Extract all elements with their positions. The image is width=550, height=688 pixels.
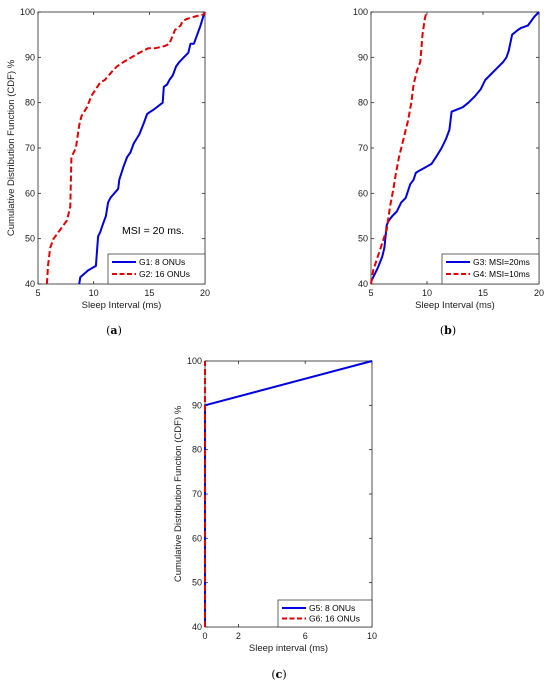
y-tick-label: 40	[358, 279, 368, 289]
x-tick-label: 5	[368, 288, 373, 298]
legend-label-1: G3: MSI=20ms	[473, 257, 530, 267]
x-tick-label: 10	[89, 288, 99, 298]
y-tick-label: 80	[192, 445, 202, 455]
y-tick-label: 100	[20, 7, 35, 17]
x-tick-label: 20	[200, 288, 210, 298]
legend: G1: 8 ONUs G2: 16 ONUs	[107, 253, 206, 285]
legend-box	[107, 253, 206, 285]
panel-caption-letter: a	[110, 324, 117, 337]
x-tick-label: 0	[202, 631, 207, 641]
legend: G3: MSI=20ms G4: MSI=10ms	[441, 253, 540, 285]
legend-box	[441, 253, 540, 285]
legend-label-2: G6: 16 ONUs	[309, 614, 360, 624]
y-tick-label: 50	[192, 578, 202, 588]
y-tick-label: 100	[353, 7, 368, 17]
chart-panel-b: 5 10 15 20 40 50 60 70 80 90 100 Sleep Interval (ms…	[353, 7, 544, 337]
x-tick-label: 10	[422, 288, 432, 298]
y-tick-label: 60	[192, 533, 202, 543]
y-tick-label: 80	[358, 98, 368, 108]
x-tick-label: 5	[35, 288, 40, 298]
chart-panel-c: 0 2 6 10 40 50 60 70 80 90 100 Sleep interval (ms) C…	[173, 356, 377, 681]
series-line-1	[204, 360, 373, 627]
panel-caption: (c)	[271, 668, 286, 681]
y-tick-label: 90	[25, 52, 35, 62]
legend-label-1: G5: 8 ONUs	[309, 603, 355, 613]
x-tick-label: 2	[236, 631, 241, 641]
series-line-1	[78, 11, 206, 285]
y-tick-label: 50	[358, 234, 368, 244]
legend-box	[277, 599, 373, 628]
y-axis-label: Cumulative Distribution Function (CDF) %	[6, 59, 17, 236]
legend-label-2: G2: 16 ONUs	[139, 269, 190, 279]
y-tick-label: 80	[25, 98, 35, 108]
y-tick-label: 70	[25, 143, 35, 153]
axes-frame	[204, 360, 373, 628]
series-line-1	[370, 11, 540, 283]
y-tick-label: 90	[192, 400, 202, 410]
legend-label-1: G1: 8 ONUs	[139, 257, 185, 267]
annotation-text: MSI = 20 ms.	[122, 225, 184, 237]
series-line-2	[45, 11, 206, 285]
y-tick-label: 40	[25, 279, 35, 289]
y-tick-label: 50	[25, 234, 35, 244]
y-tick-label: 100	[187, 356, 202, 366]
series-line-2	[370, 11, 428, 285]
panel-caption-letter: c	[276, 668, 283, 681]
panel-caption: (b)	[440, 324, 456, 337]
chart-panel-a: 5 10 15 20 40 50 60 70 80 90 100 Sleep Interval (ms…	[6, 7, 210, 337]
x-axis-label: Sleep interval (ms)	[249, 643, 328, 654]
x-tick-label: 15	[478, 288, 488, 298]
x-axis-label: Sleep Interval (ms)	[415, 300, 495, 311]
y-tick-label: 40	[192, 622, 202, 632]
y-tick-label: 70	[192, 489, 202, 499]
x-tick-label: 15	[144, 288, 154, 298]
x-tick-label: 10	[367, 631, 377, 641]
y-tick-label: 90	[358, 52, 368, 62]
panel-caption-letter: b	[444, 324, 452, 337]
x-axis-label: Sleep Interval (ms)	[82, 300, 162, 311]
legend-label-2: G4: MSI=10ms	[473, 269, 530, 279]
axes-frame	[37, 11, 206, 285]
panel-caption: (a)	[106, 324, 122, 337]
y-tick-label: 60	[25, 188, 35, 198]
x-tick-label: 6	[303, 631, 308, 641]
y-axis-label: Cumulative Distribution Function (CDF) %	[173, 405, 184, 582]
y-tick-label: 70	[358, 143, 368, 153]
x-tick-label: 20	[534, 288, 544, 298]
axes-frame	[370, 11, 540, 285]
y-tick-label: 60	[358, 188, 368, 198]
